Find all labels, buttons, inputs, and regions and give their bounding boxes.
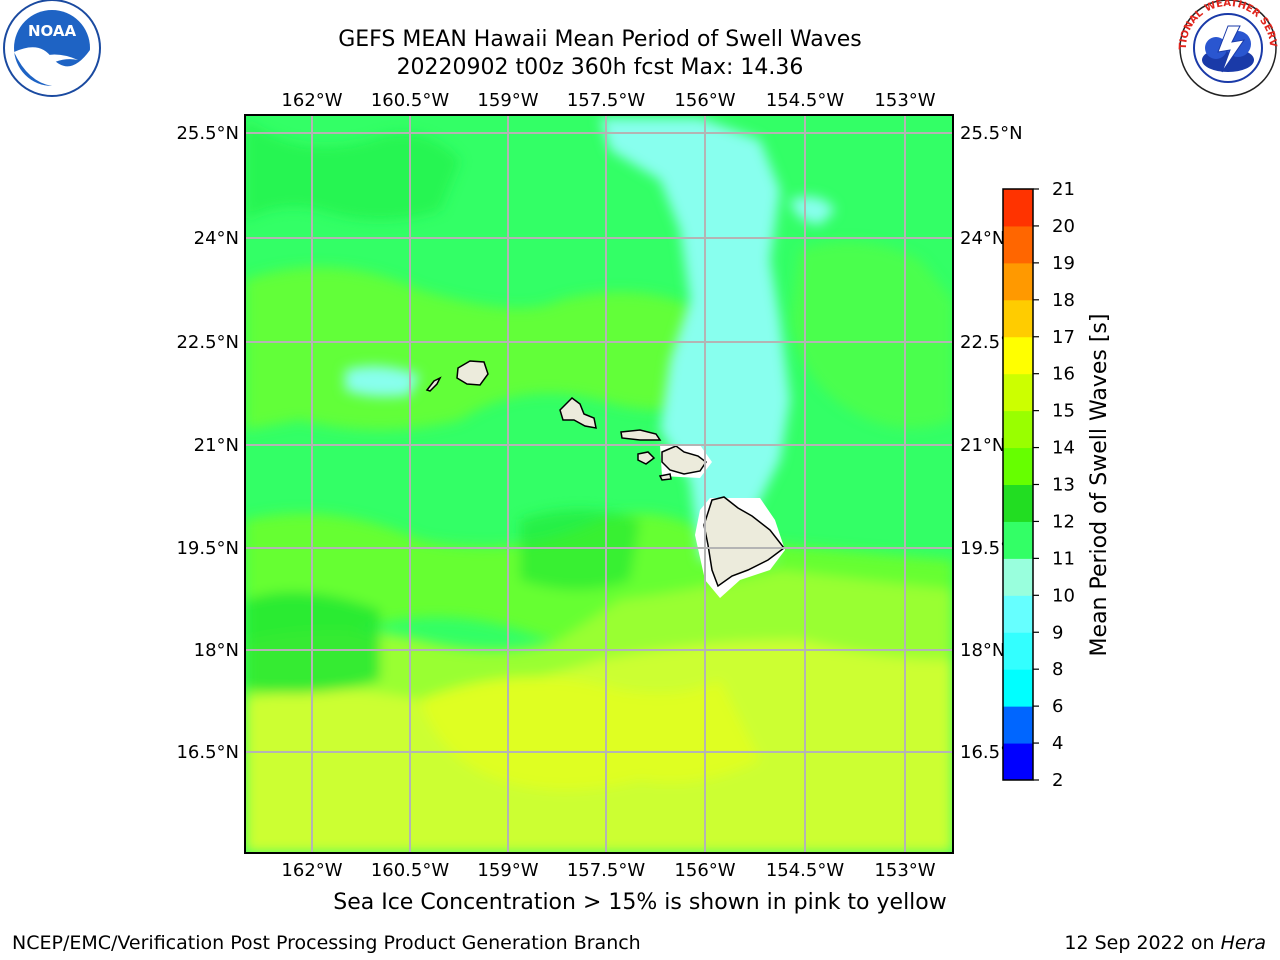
colorbar-tick-label: 17 xyxy=(1052,327,1075,348)
colorbar-tick-label: 11 xyxy=(1052,548,1075,569)
lat-label: 18°N xyxy=(960,640,1005,661)
lat-labels-right: 25.5°N 24°N 22.5°N 21°N 19.5°N 18°N 16.5… xyxy=(960,123,1023,763)
colorbar-segment xyxy=(1003,336,1033,375)
lon-label: 157.5°W xyxy=(567,860,646,881)
colorbar-tick-label: 20 xyxy=(1052,216,1075,237)
lon-label: 159°W xyxy=(477,90,538,111)
lon-labels-bottom: 162°W 160.5°W 159°W 157.5°W 156°W 154.5°… xyxy=(281,860,935,881)
lon-label: 156°W xyxy=(674,860,735,881)
lon-label: 160.5°W xyxy=(371,860,450,881)
colorbar-segment xyxy=(1003,632,1033,670)
footer-date-text: 12 Sep 2022 on xyxy=(1064,932,1221,954)
colorbar-tick-label: 19 xyxy=(1052,253,1075,274)
footnote-text: Sea Ice Concentration > 15% is shown in … xyxy=(333,890,947,915)
colorbar-segment xyxy=(1003,743,1033,781)
colorbar-segment xyxy=(1003,410,1033,449)
footer-date: 12 Sep 2022 on Hera xyxy=(1064,932,1266,954)
lon-label: 159°W xyxy=(477,860,538,881)
map-frame xyxy=(244,114,954,854)
lat-label: 24°N xyxy=(960,228,1005,249)
lon-label: 156°W xyxy=(674,90,735,111)
lon-label: 153°W xyxy=(874,90,935,111)
colorbar-tick-label: 13 xyxy=(1052,475,1075,496)
colorbar-tick-label: 21 xyxy=(1052,179,1075,200)
colorbar-tick-label: 6 xyxy=(1052,696,1063,717)
colorbar-label: Mean Period of Swell Waves [s] xyxy=(1087,314,1112,657)
lon-labels-top: 162°W 160.5°W 159°W 157.5°W 156°W 154.5°… xyxy=(281,90,935,111)
lon-label: 157.5°W xyxy=(567,90,646,111)
lat-label: 22.5°N xyxy=(176,332,239,353)
lon-label: 162°W xyxy=(281,860,342,881)
colorbar-tick-label: 9 xyxy=(1052,622,1063,643)
island-kauai xyxy=(456,360,489,386)
lat-label: 18°N xyxy=(194,640,239,661)
footer-host: Hera xyxy=(1220,932,1266,954)
footnote: Sea Ice Concentration > 15% is shown in … xyxy=(0,890,1280,915)
island-big-island xyxy=(703,496,786,588)
colorbar-tick-label: 16 xyxy=(1052,364,1075,385)
colorbar-segment xyxy=(1003,447,1033,485)
island-molokai xyxy=(620,429,662,441)
colorbar-tick-label: 14 xyxy=(1052,438,1075,459)
colorbar-segment xyxy=(1003,189,1033,227)
colorbar-segment xyxy=(1003,521,1033,559)
lon-label: 153°W xyxy=(874,860,935,881)
swell-period-field xyxy=(245,115,953,853)
lat-labels-left: 25.5°N 24°N 22.5°N 21°N 19.5°N 18°N 16.5… xyxy=(176,123,239,763)
lat-label: 21°N xyxy=(194,435,239,456)
colorbar-segment xyxy=(1003,669,1033,707)
colorbar-tick-label: 12 xyxy=(1052,511,1075,532)
island-kahoolawe xyxy=(658,473,672,481)
svg-text:NOAA: NOAA xyxy=(28,22,77,40)
lon-label: 162°W xyxy=(281,90,342,111)
chart-title: GEFS MEAN Hawaii Mean Period of Swell Wa… xyxy=(338,27,862,52)
colorbar-segment xyxy=(1003,225,1033,264)
island-oahu xyxy=(559,397,597,429)
colorbar-segment xyxy=(1003,595,1033,633)
colorbar-tick-label: 4 xyxy=(1052,733,1063,754)
colorbar-segment xyxy=(1003,558,1033,596)
island-lanai xyxy=(637,451,656,465)
lat-label: 25.5°N xyxy=(176,123,239,144)
islands xyxy=(425,360,786,588)
lat-label: 25.5°N xyxy=(960,123,1023,144)
colorbar-tick-label: 8 xyxy=(1052,659,1063,680)
map-gridlines xyxy=(245,115,953,853)
colorbar-segment xyxy=(1003,262,1033,301)
colorbar-tick-label: 18 xyxy=(1052,290,1075,311)
colorbar-tick-label: 2 xyxy=(1052,770,1063,791)
lat-label: 16.5°N xyxy=(176,742,239,763)
colorbar: 2 4 6 8 9 10 11 12 13 14 15 16 17 18 19 20 21 xyxy=(1002,179,1075,791)
lon-label: 154.5°W xyxy=(766,860,845,881)
lon-label: 154.5°W xyxy=(766,90,845,111)
island-niihau xyxy=(425,376,442,392)
chart-subtitle: 20220902 t00z 360h fcst Max: 14.36 xyxy=(396,55,804,80)
nws-logo-text: NATIONAL WEATHER SERVICE xyxy=(0,0,1278,50)
footer-credit: NCEP/EMC/Verification Post Processing Pr… xyxy=(12,932,641,954)
colorbar-segment xyxy=(1003,373,1033,412)
colorbar-segment xyxy=(1003,706,1033,744)
lat-label: 21°N xyxy=(960,435,1005,456)
lat-label: 24°N xyxy=(194,228,239,249)
noaa-logo: NOAA xyxy=(3,0,101,97)
lon-label: 160.5°W xyxy=(371,90,450,111)
island-maui xyxy=(661,445,708,475)
national-weather-service-logo: NATIONAL WEATHER SERVICE xyxy=(0,0,1278,97)
cyan-plume xyxy=(600,118,790,560)
colorbar-segment xyxy=(1003,484,1033,522)
colorbar-tick-label: 15 xyxy=(1052,401,1075,422)
svg-text:NATIONAL WEATHER SERVICE: NATIONAL WEATHER SERVICE xyxy=(0,0,1278,50)
lat-label: 19.5°N xyxy=(176,538,239,559)
colorbar-tick-label: 10 xyxy=(1052,585,1075,606)
colorbar-segment xyxy=(1003,299,1033,338)
